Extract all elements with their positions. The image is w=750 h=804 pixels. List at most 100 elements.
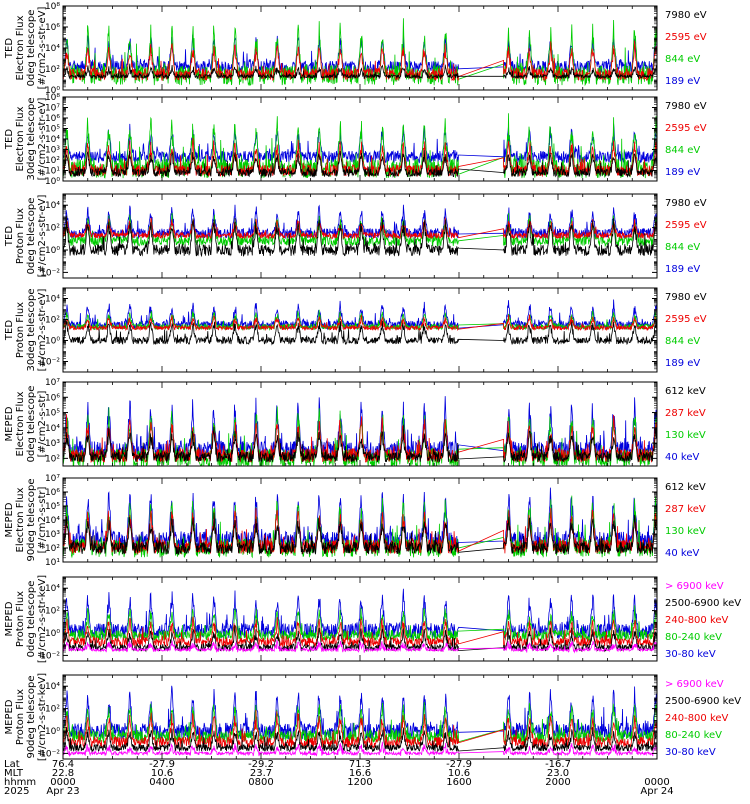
ylabel-line: [#/cm2-s-str-eV] [37,289,48,372]
ytick-label: 10⁷ [45,104,60,114]
series-line-7980-ev [63,215,657,258]
legend-entry: 287 keV [665,408,706,419]
time-cell-mlt: 10.6 [448,768,470,779]
ylabel-line: MEPED [4,601,15,636]
series-line--6900-kev [63,741,657,757]
time-cell-lat: -16.7 [545,759,571,770]
ytick-label: 10⁻² [40,651,60,661]
legend-entry: 130 keV [665,430,706,441]
time-cell-mlt: 22.8 [52,768,74,779]
legend-entry: 2595 eV [665,32,707,43]
ytick-label: 10⁶ [45,393,60,403]
ytick-label: 10⁻² [40,268,60,278]
legend-entry: 240-800 keV [665,713,729,724]
legend-entry: 844 eV [665,145,700,156]
series-line-240-800-kev [63,709,657,749]
ytick-label: 10² [45,316,60,326]
ytick-label: 10⁴ [45,295,60,305]
ytick-label: 10¹ [45,558,60,568]
time-cell-hhmm: 0000 [50,777,75,788]
legend-entry: 7980 eV [665,292,707,303]
legend-entry: 189 eV [665,358,700,369]
ylabel-line: [#/cm2-s-str] [37,390,48,457]
panel-series-group [63,396,657,466]
legend-entry: 80-240 keV [665,730,722,741]
ytick-label: 10² [45,65,60,75]
series-line-7980-ev [63,150,657,179]
legend-entry: 40 keV [665,452,699,463]
ytick-label: 10⁴ [45,516,60,526]
legend-entry: 2500-6900 keV [665,598,741,609]
ytick-label: 10⁷ [45,378,60,388]
legend-entry: > 6900 keV [665,581,724,592]
panel-series-group [63,685,657,757]
panel-1: 10⁰ 10² 10⁴ 10⁶ 10⁸ TED Electron Flux 0deg tele… [4,2,707,96]
legend-entry: 189 eV [665,264,700,275]
legend-entry: 40 keV [665,548,699,559]
ylabel-line: [#/cm2-s-str] [37,486,48,553]
legend-entry: 2595 eV [665,314,707,325]
ylabel-line: Electron Flux [15,106,26,171]
ylabel-line: [#/cm2-s-str-keV] [37,673,48,761]
ytick-label: 10⁰ [45,337,60,347]
time-row-label: 2025 [4,786,29,797]
ylabel-line: Proton Flux [15,302,26,358]
series-line-7980-ev [63,320,657,346]
ytick-label: 10³ [45,530,60,540]
legend-entry: 130 keV [665,526,706,537]
legend-entry: 30-80 keV [665,649,716,660]
panel-7: 10⁻² 10⁰ 10² 10⁴ MEPED Proton Flux 0deg telesc… [4,575,741,663]
legend-entry: 30-80 keV [665,747,716,758]
series-line-40-kev [63,396,657,462]
ytick-label: 10⁰ [45,246,60,256]
legend-entry: 240-800 keV [665,615,729,626]
time-cell-lat: -27.9 [149,759,175,770]
series-line-30-80-kev [63,685,657,741]
ytick-label: 10⁰ [45,177,60,187]
series-line-30-80-kev [63,588,657,640]
time-cell-mlt: 10.6 [151,768,173,779]
panel-series-group [63,487,657,559]
time-cell-lat: 71.3 [349,759,371,770]
panel-series-group [63,204,657,258]
time-cell-mlt: 23.0 [547,768,569,779]
ylabel-line: 0deg telescope [26,10,37,87]
ylabel-line: 0deg telescope [26,198,37,275]
ylabel-line: TED [4,320,15,341]
legend-entry: 2595 eV [665,220,707,231]
ylabel-line: TED [4,226,15,247]
time-cell-mlt: 23.7 [250,768,272,779]
time-cell-hhmm: 1600 [446,777,471,788]
ylabel-line: Electron Flux [15,487,26,552]
panel-series-group [63,18,657,87]
series-line-2500-6900-kev [63,624,657,653]
series-line-844-ev [63,113,657,179]
ytick-label: 10² [45,156,60,166]
ytick-label: 10⁻² [40,749,60,759]
ylabel-line: TED [4,38,15,59]
ytick-label: 10⁶ [45,23,60,33]
legend-entry: 287 keV [665,504,706,515]
ylabel-line: 90deg telescope [26,478,37,561]
legend-entry: 844 eV [665,54,700,65]
legend-entry: 189 eV [665,76,700,87]
ylabel-line: MEPED [4,406,15,441]
ylabel-line: 90deg telescope [26,675,37,758]
time-cell-lat: 76.4 [52,759,74,770]
ylabel-line: 30deg telescope [26,288,37,371]
ytick-label: 10⁵ [45,409,60,419]
series-line-240-800-kev [63,616,657,648]
time-cell-lat: -29.2 [248,759,274,770]
ytick-label: 10² [45,544,60,554]
series-line-844-ev [63,212,657,248]
ytick-label: 10² [45,607,60,617]
ytick-label: 10⁰ [45,727,60,737]
legend-entry: 612 keV [665,482,706,493]
series-line-2595-ev [63,314,657,332]
legend-entry: > 6900 keV [665,679,724,690]
ytick-label: 10⁸ [45,93,60,103]
legend-entry: 7980 eV [665,101,707,112]
ytick-label: 10⁶ [45,114,60,124]
